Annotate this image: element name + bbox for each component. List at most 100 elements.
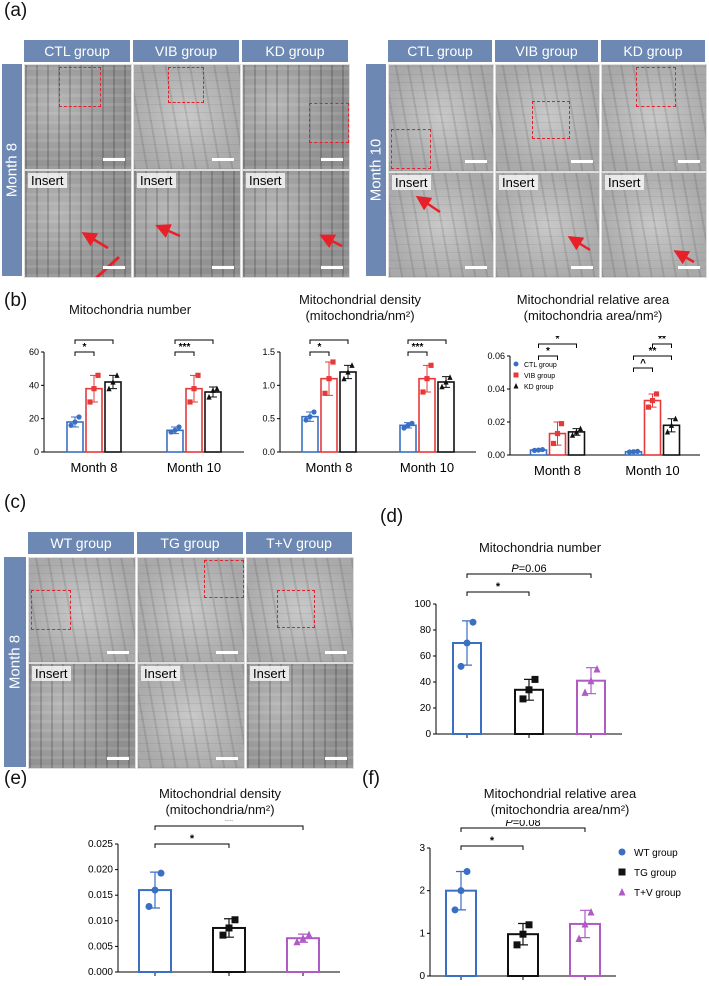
scale-bar (216, 651, 238, 654)
tg-group-header: TG group (137, 532, 243, 554)
data-point (463, 867, 471, 875)
x-category-label: Month 8 (71, 460, 118, 475)
chart-f-title: Mitochondrial relative area (mitochondri… (483, 786, 637, 817)
x-category-label: Month 10 (625, 463, 679, 478)
data-point (593, 665, 601, 673)
data-point (443, 378, 449, 385)
ctl-group-header: CTL group (24, 40, 130, 62)
em-image-tg (137, 557, 245, 663)
y-tick-label: 0 (419, 971, 425, 982)
y-tick-label: 0 (34, 447, 39, 457)
significance-label: * (190, 833, 195, 845)
data-point (405, 422, 411, 428)
bar (339, 371, 357, 453)
legend-marker (513, 383, 519, 389)
roi-box (636, 67, 676, 107)
data-point (191, 386, 197, 392)
roi-box (204, 560, 244, 598)
significance-bracket (633, 367, 653, 372)
significance-bracket (309, 351, 330, 356)
data-point (409, 420, 415, 426)
data-point (68, 422, 74, 428)
data-point (401, 425, 407, 431)
data-point (554, 430, 561, 437)
data-point (645, 404, 652, 410)
data-point (469, 618, 477, 626)
data-point (225, 924, 233, 932)
chart-b3-title: Mitochondrial relative area (mitochondri… (516, 292, 670, 323)
data-point (587, 676, 595, 685)
data-point (626, 449, 633, 455)
data-point (151, 886, 159, 894)
data-point (531, 447, 538, 453)
significance-label: * (496, 581, 501, 593)
panel-label-a: (a) (4, 0, 28, 21)
bar (286, 937, 320, 973)
significance-bracket (174, 339, 214, 344)
scale-bar (212, 158, 234, 161)
y-tick-label: 1.0 (262, 380, 275, 390)
legend-label: TG group (634, 868, 677, 879)
em-insert-kd-month10: Insert (601, 172, 707, 278)
significance-label: ** (325, 336, 333, 341)
data-point (345, 368, 351, 375)
em-image-wt (28, 557, 136, 663)
y-tick-label: 20 (29, 414, 39, 424)
x-category-label: Month 10 (400, 460, 454, 475)
ctl-group-header-m10: CTL group (388, 40, 492, 62)
data-point (114, 372, 120, 378)
kd-group-header-m10: KD group (601, 40, 705, 62)
insert-label: Insert (499, 175, 538, 190)
panel-label-f: (f) (362, 768, 380, 789)
significance-bracket (154, 825, 304, 830)
data-point (573, 428, 580, 435)
y-tick-label: 3 (419, 843, 425, 854)
em-image-tv (246, 557, 354, 663)
chart-f: 0 1 2 3 * P=0.08 WT group TG group T+V group (419, 820, 681, 982)
data-point (322, 390, 328, 396)
y-tick-label: 0.005 (88, 941, 113, 952)
significance-label: * (83, 342, 87, 353)
y-tick-label: 0.000 (88, 967, 113, 978)
y-tick-label: 0.025 (88, 839, 113, 850)
insert-label: Insert (392, 175, 431, 190)
scale-bar (465, 266, 487, 269)
legend-label: CTL group (524, 362, 557, 369)
y-tick-label: 0.06 (487, 351, 505, 361)
y-tick-label: 60 (29, 347, 39, 357)
insert-label: Insert (32, 666, 71, 681)
data-point (653, 391, 660, 397)
em-insert-ctl-month8: Insert (24, 170, 132, 278)
roi-box (31, 590, 71, 630)
insert-label: Insert (28, 173, 67, 188)
significance-label: * (556, 336, 560, 345)
data-point (305, 930, 313, 939)
em-insert-kd-month8: Insert (242, 170, 350, 278)
roi-box (309, 103, 349, 143)
data-point (231, 916, 239, 924)
month-8-side-label-c: Month 8 (4, 557, 26, 767)
data-point (341, 375, 347, 382)
data-point (535, 447, 542, 453)
em-insert-vib-month8: Insert (133, 170, 241, 278)
data-point (145, 902, 153, 910)
data-point (577, 425, 584, 432)
scale-bar (216, 757, 238, 760)
data-point (525, 921, 533, 929)
data-point (91, 386, 97, 392)
y-tick-label: 2 (419, 886, 425, 897)
data-point (439, 383, 445, 390)
month-8-side-label: Month 8 (2, 64, 22, 276)
y-tick-label: 80 (420, 625, 432, 636)
insert-label: Insert (246, 173, 285, 188)
scale-bar (325, 651, 347, 654)
scale-bar (571, 266, 593, 269)
significance-label: * (490, 835, 495, 847)
panel-label-c: (c) (4, 492, 27, 513)
bar (437, 381, 455, 453)
significance-bracket (309, 339, 349, 344)
significance-label: ** (225, 820, 234, 827)
kd-group-header: KD group (242, 40, 348, 62)
data-point (519, 930, 527, 938)
